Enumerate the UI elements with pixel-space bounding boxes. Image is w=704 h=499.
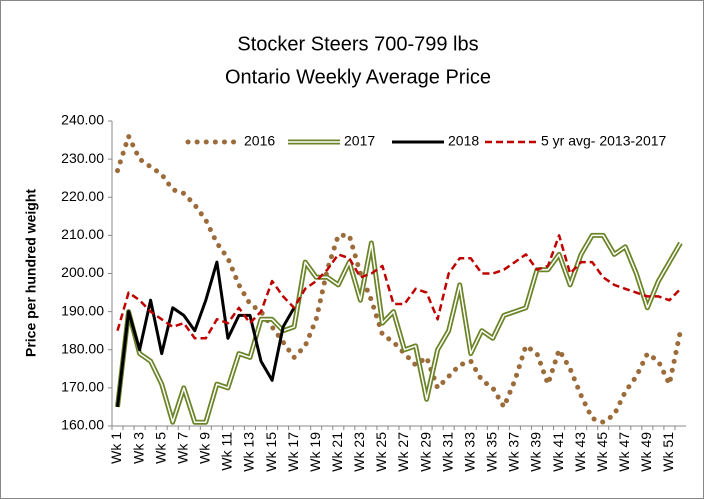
chart-title: Stocker Steers 700-799 lbs [237, 33, 478, 55]
series-line [115, 133, 683, 425]
x-tick-label: Wk 49 [638, 432, 654, 472]
x-tick-label: Wk 27 [395, 432, 411, 472]
series-line-inner [116, 234, 682, 423]
x-tick-label: Wk 23 [351, 432, 367, 472]
x-tick-label: Wk 39 [528, 432, 544, 472]
y-tick-label: 170.00 [61, 379, 104, 395]
x-tick-label: Wk 47 [616, 432, 632, 472]
y-tick-label: 200.00 [61, 264, 104, 280]
x-tick-label: Wk 7 [174, 432, 190, 464]
x-tick-label: Wk 33 [461, 432, 477, 472]
y-tick-label: 230.00 [61, 150, 104, 166]
y-tick-label: 180.00 [61, 340, 104, 356]
legend-label: 2018 [448, 133, 479, 149]
x-tick-label: Wk 1 [108, 432, 124, 464]
x-tick-label: Wk 45 [594, 432, 610, 472]
legend-label: 2016 [244, 133, 275, 149]
x-tick-label: Wk 11 [219, 432, 235, 471]
y-tick-label: 220.00 [61, 188, 104, 204]
x-tick-label: Wk 25 [373, 432, 389, 472]
x-tick-label: Wk 51 [660, 432, 676, 472]
series-line [116, 234, 682, 340]
x-tick-label: Wk 3 [130, 432, 146, 464]
series-line [116, 260, 296, 408]
x-tick-label: Wk 43 [572, 432, 588, 472]
x-tick-label: Wk 19 [307, 432, 323, 472]
x-tick-label: Wk 13 [241, 432, 257, 472]
x-tick-label: Wk 21 [329, 432, 345, 472]
x-tick-label: Wk 41 [550, 432, 566, 472]
legend-label: 5 yr avg- 2013-2017 [541, 133, 667, 149]
y-tick-label: 160.00 [61, 417, 104, 433]
x-tick-label: Wk 29 [417, 432, 433, 472]
x-tick-label: Wk 5 [152, 432, 168, 464]
x-tick-label: Wk 31 [439, 432, 455, 472]
legend-label: 2017 [344, 133, 375, 149]
x-tick-label: Wk 37 [506, 432, 522, 472]
x-tick-label: Wk 15 [263, 432, 279, 472]
x-tick-label: Wk 35 [484, 432, 500, 472]
y-tick-label: 190.00 [61, 302, 104, 318]
y-axis-label: Price per hundred weight [23, 189, 39, 357]
x-tick-label: Wk 9 [197, 432, 213, 464]
y-tick-label: 240.00 [61, 112, 104, 128]
y-tick-label: 210.00 [61, 226, 104, 242]
x-tick-label: Wk 17 [285, 432, 301, 472]
chart-subtitle: Ontario Weekly Average Price [225, 66, 491, 88]
